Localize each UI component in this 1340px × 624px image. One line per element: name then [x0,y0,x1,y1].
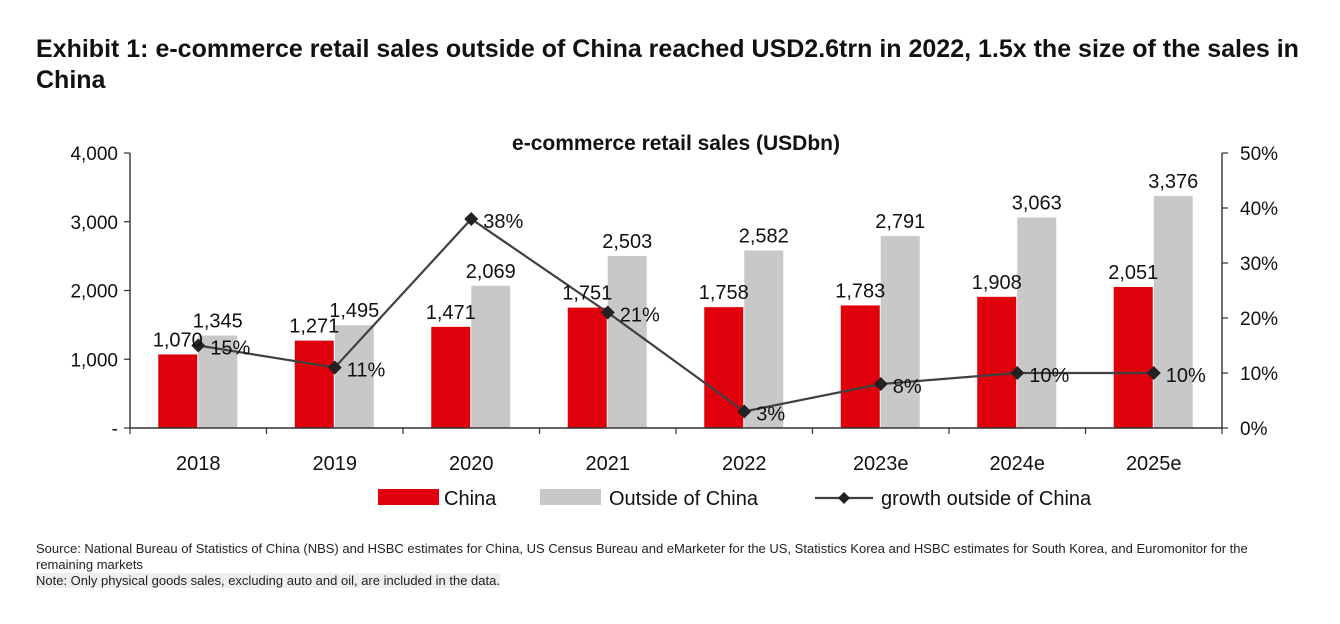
china-value-label: 1,908 [972,272,1022,294]
legend-outside-swatch [540,489,601,505]
growth-marker [327,360,342,375]
growth-value-label: 10% [1029,365,1069,387]
outside-china-value-label: 3,063 [1012,192,1062,214]
outside-china-bar [1153,195,1193,428]
china-value-label: 1,783 [835,280,885,302]
growth-marker [191,338,206,353]
growth-marker [737,404,752,419]
legend-growth-marker [838,492,850,504]
china-bar [1113,286,1153,428]
left-axis-tick-label: 3,000 [70,213,118,234]
china-value-label: 1,471 [426,302,476,324]
left-axis-tick-label: 1,000 [70,350,118,371]
china-bar [840,305,880,428]
left-axis-tick-label: 2,000 [70,282,118,303]
growth-value-label: 11% [347,360,386,382]
growth-value-label: 8% [893,376,922,398]
china-value-label: 2,051 [1108,262,1158,284]
legend-outside-label: Outside of China [609,488,759,510]
china-value-label: 1,271 [289,316,339,338]
footnotes: Source: National Bureau of Statistics of… [36,541,1306,589]
legend-china-swatch [378,489,439,505]
china-bar [977,296,1017,428]
growth-marker [873,377,888,391]
growth-marker [464,212,479,226]
outside-china-value-label: 2,069 [466,261,516,283]
x-axis-tick-label: 2018 [176,453,221,475]
chart: e-commerce retail sales (USDbn) - 1,000 2,0… [70,132,1278,510]
outside-china-bar [880,236,920,428]
right-axis-tick-label: 50% [1240,144,1278,165]
x-axis-tick-label: 2019 [313,453,358,475]
china-bar [431,326,471,428]
x-axis-tick-label: 2022 [722,453,767,475]
china-bar [567,307,607,428]
growth-marker [1146,366,1161,380]
data-note: Note: Only physical goods sales, excludi… [36,573,500,588]
china-value-label: 1,758 [699,282,749,304]
legend-china-label: China [444,488,497,510]
x-axis-tick-label: 2023e [853,453,909,475]
x-axis-tick-label: 2025e [1126,453,1182,475]
growth-value-label: 10% [1166,365,1206,387]
outside-china-bar [334,325,374,428]
x-axis-tick-label: 2020 [449,453,494,475]
outside-china-bar [744,250,784,428]
legend-growth-label: growth outside of China [881,488,1092,510]
outside-china-value-label: 2,791 [875,211,925,233]
china-value-label: 1,751 [562,283,612,305]
outside-china-value-label: 1,495 [329,300,379,322]
right-axis-tick-label: 30% [1240,254,1278,275]
growth-value-label: 3% [756,404,785,426]
china-bar [704,307,744,428]
source-note: Source: National Bureau of Statistics of… [36,541,1248,572]
growth-marker [1010,366,1025,380]
chart-title: e-commerce retail sales (USDbn) [512,132,840,155]
outside-china-value-label: 2,503 [602,231,652,253]
growth-marker [600,305,615,320]
right-axis-tick-label: 10% [1240,364,1278,385]
outside-china-bar [1017,217,1057,428]
outside-china-value-label: 3,376 [1148,171,1198,193]
china-bar [158,354,198,428]
x-axis-tick-label: 2021 [586,453,631,475]
growth-line [198,217,1154,413]
outside-china-bar [471,285,511,428]
right-axis-tick-label: 40% [1240,199,1278,220]
china-value-label: 1,070 [153,329,203,351]
outside-china-value-label: 1,345 [193,311,243,333]
left-axis-tick-label: - [112,419,118,440]
right-axis-tick-label: 0% [1240,419,1268,440]
china-bar [294,340,334,428]
outside-china-bar [607,255,647,428]
left-axis-tick-label: 4,000 [70,144,118,165]
exhibit-title: Exhibit 1: e-commerce retail sales outsi… [36,35,1299,94]
growth-value-label: 15% [210,338,250,360]
outside-china-value-label: 2,582 [739,225,789,247]
x-axis-tick-label: 2024e [989,453,1045,475]
growth-value-label: 38% [483,211,523,233]
right-axis-tick-label: 20% [1240,309,1278,330]
growth-value-label: 21% [620,305,660,327]
